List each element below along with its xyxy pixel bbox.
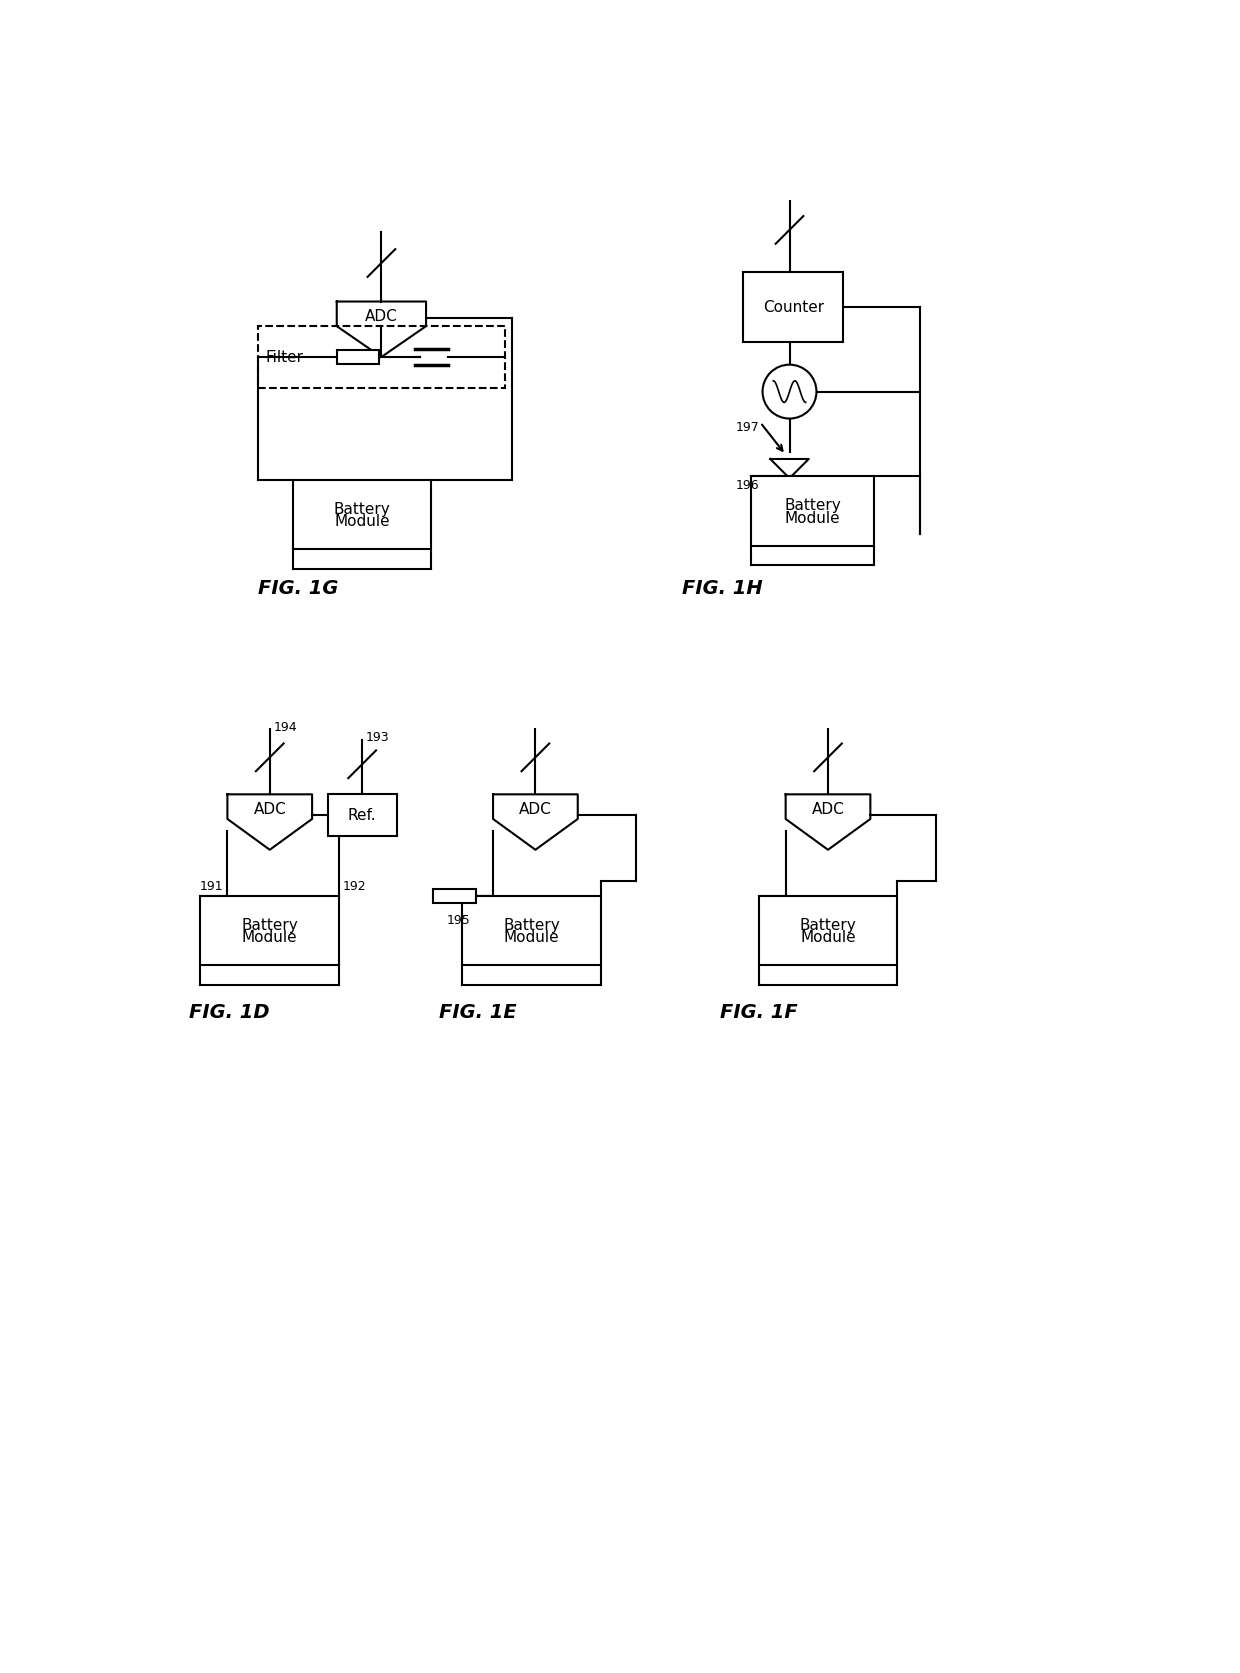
Text: FIG. 1D: FIG. 1D	[188, 1002, 269, 1021]
Bar	[293, 480, 432, 550]
Text: Module: Module	[242, 930, 298, 945]
Text: Module: Module	[800, 930, 856, 945]
Polygon shape	[494, 795, 578, 850]
Text: ADC: ADC	[812, 801, 844, 816]
Text: FIG. 1H: FIG. 1H	[682, 579, 763, 599]
Bar	[743, 273, 843, 343]
Bar	[751, 477, 874, 547]
Text: FIG. 1G: FIG. 1G	[258, 579, 339, 599]
Text: 192: 192	[343, 880, 367, 893]
Text: Counter: Counter	[763, 299, 823, 315]
Text: 197: 197	[735, 420, 759, 433]
Text: 193: 193	[366, 731, 389, 744]
Text: ADC: ADC	[520, 801, 552, 816]
Bar	[433, 890, 476, 903]
Text: FIG. 1F: FIG. 1F	[720, 1002, 799, 1021]
Text: Filter: Filter	[265, 350, 304, 365]
Text: Module: Module	[335, 514, 389, 529]
Bar	[759, 897, 898, 965]
Text: Battery: Battery	[800, 917, 857, 932]
Text: Battery: Battery	[242, 917, 298, 932]
Circle shape	[763, 365, 816, 420]
Bar	[337, 351, 379, 365]
Polygon shape	[227, 795, 312, 850]
Polygon shape	[337, 303, 427, 358]
Text: Ref.: Ref.	[348, 808, 377, 823]
Text: 191: 191	[200, 880, 223, 893]
Polygon shape	[786, 795, 870, 850]
Text: 194: 194	[274, 721, 298, 733]
Text: 196: 196	[735, 478, 759, 492]
Text: FIG. 1E: FIG. 1E	[439, 1002, 517, 1021]
Text: Battery: Battery	[503, 917, 560, 932]
Text: ADC: ADC	[365, 310, 398, 323]
Text: Battery: Battery	[784, 499, 841, 514]
Bar	[463, 897, 601, 965]
Text: Battery: Battery	[334, 502, 391, 517]
Text: Module: Module	[785, 510, 841, 525]
Polygon shape	[770, 460, 808, 478]
Bar	[327, 795, 397, 836]
Text: ADC: ADC	[253, 801, 286, 816]
Text: 195: 195	[446, 913, 471, 927]
Bar	[258, 326, 505, 388]
Text: Module: Module	[503, 930, 559, 945]
Bar	[201, 897, 339, 965]
